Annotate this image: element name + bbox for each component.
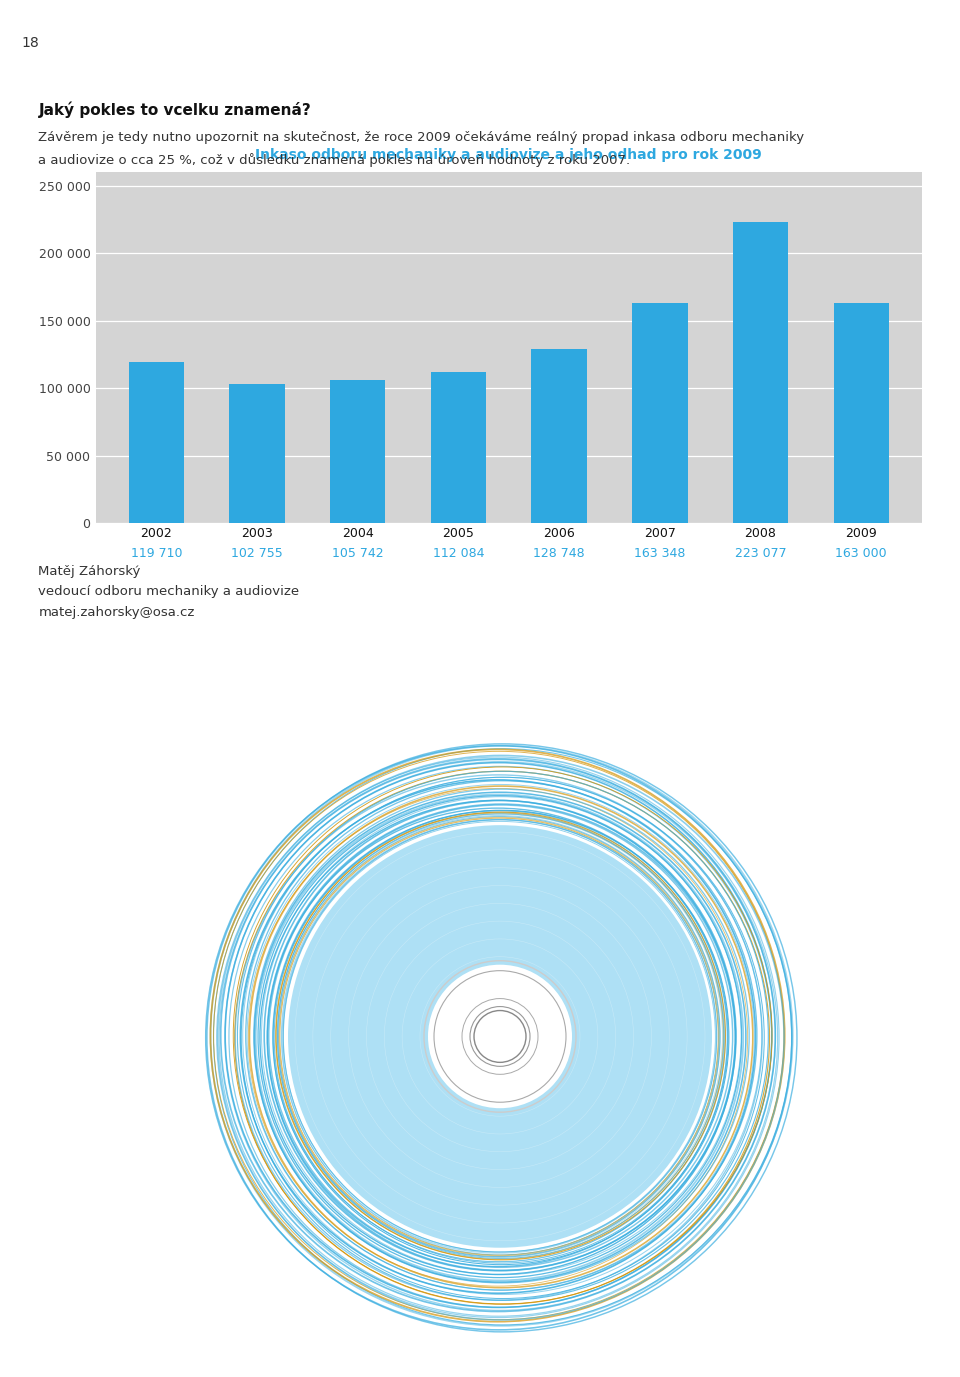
Text: matej.zahorsky@osa.cz: matej.zahorsky@osa.cz xyxy=(38,606,195,618)
Text: 102 755: 102 755 xyxy=(231,547,283,559)
Ellipse shape xyxy=(288,825,712,1248)
Ellipse shape xyxy=(474,1011,526,1063)
Ellipse shape xyxy=(286,823,714,1250)
Text: 163 348: 163 348 xyxy=(635,547,685,559)
Ellipse shape xyxy=(428,965,572,1108)
Text: 2003: 2003 xyxy=(241,527,273,540)
Text: 2004: 2004 xyxy=(342,527,373,540)
Text: 128 748: 128 748 xyxy=(534,547,585,559)
Text: 2007: 2007 xyxy=(644,527,676,540)
Text: vedoucí odboru mechaniky a audiovize: vedoucí odboru mechaniky a audiovize xyxy=(38,585,300,598)
Text: 2006: 2006 xyxy=(543,527,575,540)
Text: 2008: 2008 xyxy=(745,527,777,540)
Text: 105 742: 105 742 xyxy=(332,547,384,559)
Bar xyxy=(229,384,285,523)
Text: Inkaso odboru mechaniky a audiovize a jeho odhad pro rok 2009: Inkaso odboru mechaniky a audiovize a je… xyxy=(255,147,762,161)
Text: Matěj Záhorský: Matěj Záhorský xyxy=(38,565,141,577)
Text: Závěrem je tedy nutno upozornit na skutečnost, že roce 2009 očekáváme reálný pro: Závěrem je tedy nutno upozornit na skute… xyxy=(38,131,804,143)
Bar xyxy=(732,222,788,523)
Bar xyxy=(632,303,687,523)
Bar xyxy=(431,372,486,523)
Text: 2009: 2009 xyxy=(846,527,877,540)
Bar xyxy=(330,380,386,523)
Text: 2002: 2002 xyxy=(140,527,172,540)
Bar xyxy=(532,350,587,523)
Text: 119 710: 119 710 xyxy=(131,547,182,559)
Text: 223 077: 223 077 xyxy=(734,547,786,559)
Text: 163 000: 163 000 xyxy=(835,547,887,559)
Text: zprávy z OSA: zprávy z OSA xyxy=(116,28,234,43)
Bar xyxy=(129,362,184,523)
Text: a audiovize o cca 25 %, což v důsledku znamená pokles na úroveň hodnoty z roku 2: a audiovize o cca 25 %, což v důsledku z… xyxy=(38,153,631,167)
Text: Jaký pokles to vcelku znamená?: Jaký pokles to vcelku znamená? xyxy=(38,102,311,118)
Text: 112 084: 112 084 xyxy=(433,547,484,559)
Bar xyxy=(833,303,889,523)
Text: 2005: 2005 xyxy=(443,527,474,540)
Text: 18: 18 xyxy=(21,36,38,50)
